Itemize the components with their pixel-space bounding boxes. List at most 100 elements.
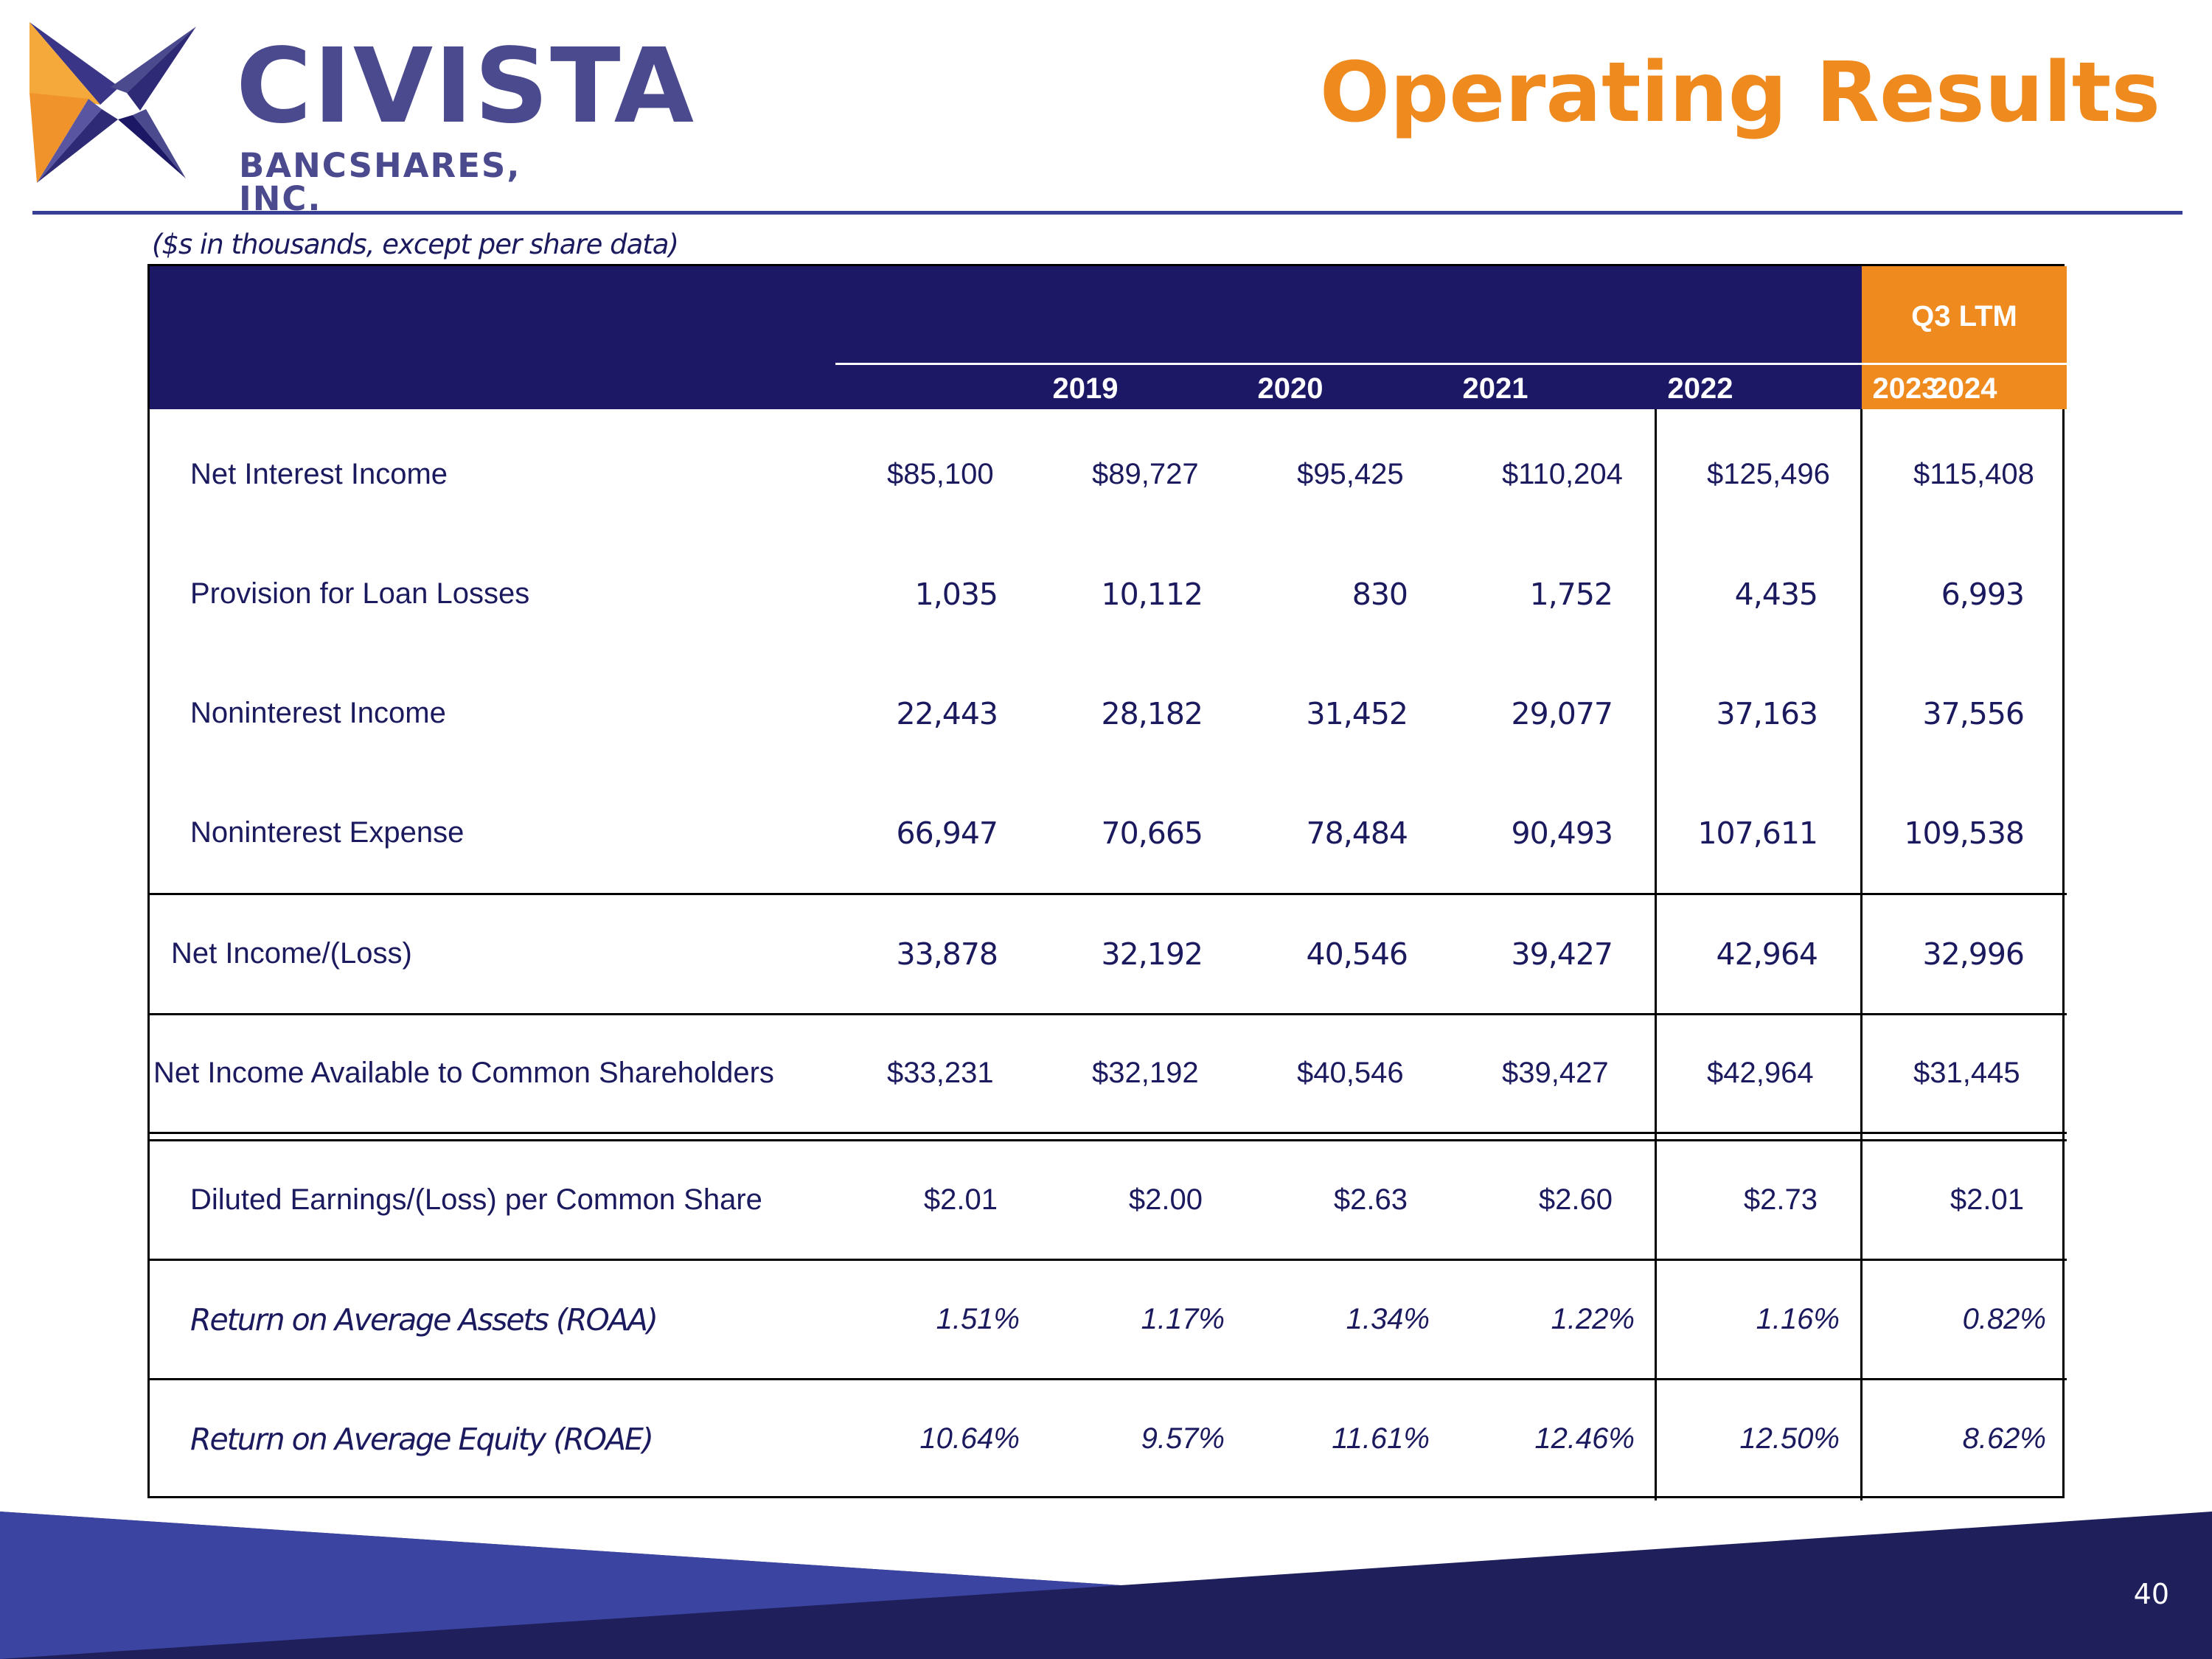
row-label: Diluted Earnings/(Loss) per Common Share — [190, 1183, 762, 1216]
table-cell: $89,727 — [1092, 458, 1199, 490]
table-cell: $110,204 — [1502, 458, 1623, 490]
table-cell: 8.62% — [1962, 1422, 2046, 1455]
table-cell: 1.34% — [1346, 1303, 1430, 1335]
table-row: Net Income Available to Common Sharehold… — [150, 1013, 2067, 1133]
row-label: Net Income Available to Common Sharehold… — [153, 1057, 774, 1089]
header-divider — [835, 363, 1862, 365]
table-cell: 39,427 — [1511, 936, 1613, 972]
row-label: Noninterest Expense — [190, 816, 465, 849]
row-divider — [150, 893, 2067, 895]
page-number: 40 — [2133, 1578, 2169, 1610]
footer-band — [0, 1512, 2212, 1659]
table-cell: 40,546 — [1306, 936, 1408, 972]
table-cell: 0.82% — [1962, 1303, 2046, 1335]
table-row: Net Income/(Loss) 33,878 32,192 40,546 3… — [150, 894, 2067, 1014]
table-cell: $2.01 — [1950, 1183, 2024, 1216]
table-cell: 9.57% — [1141, 1422, 1225, 1455]
table-cell: $33,231 — [887, 1057, 994, 1089]
row-label: Net Interest Income — [190, 458, 448, 490]
table-row: Net Interest Income $85,100 $89,727 $95,… — [150, 414, 2067, 535]
table-cell: 32,192 — [1101, 936, 1203, 972]
row-divider — [150, 1259, 2067, 1261]
brand-name: CIVISTA — [236, 27, 696, 147]
table-cell: 109,538 — [1904, 815, 2025, 851]
row-label: Return on Average Assets (ROAA) — [190, 1301, 658, 1338]
row-label: Return on Average Equity (ROAE) — [190, 1421, 654, 1457]
table-cell: 12.50% — [1739, 1422, 1840, 1455]
table-cell: 32,996 — [1922, 936, 2025, 972]
table-cell: 1,752 — [1529, 576, 1613, 612]
table-cell: 90,493 — [1511, 815, 1613, 851]
table-row: Noninterest Income 22,443 28,182 31,452 … — [150, 653, 2067, 773]
table-cell: 1.22% — [1551, 1303, 1635, 1335]
column-divider — [1655, 409, 1657, 1500]
table-cell: 12.46% — [1534, 1422, 1635, 1455]
table-cell: 70,665 — [1101, 815, 1203, 851]
table-cell: 42,964 — [1716, 936, 1818, 972]
year-header: 2023 — [1872, 372, 1938, 405]
operating-results-table: Q3 LTM 2019 2020 2021 2022 2023 2024 Net… — [147, 264, 2067, 1500]
table-cell: 1.17% — [1141, 1303, 1225, 1335]
column-divider — [1860, 409, 1863, 1500]
row-divider — [150, 1378, 2067, 1380]
table-cell: 31,452 — [1306, 695, 1408, 731]
table-cell: $42,964 — [1707, 1057, 1814, 1089]
row-label: Net Income/(Loss) — [171, 937, 412, 970]
table-cell: $2.01 — [923, 1183, 998, 1216]
table-cell: 107,611 — [1697, 815, 1818, 851]
page-title: Operating Results — [1319, 45, 2160, 141]
table-cell: 37,556 — [1922, 695, 2025, 731]
ltm-header-divider — [1862, 363, 2067, 365]
table-cell: 29,077 — [1511, 695, 1613, 731]
table-cell: 10,112 — [1101, 576, 1203, 612]
year-header: 2022 — [1667, 372, 1733, 405]
table-cell: $125,496 — [1707, 458, 1830, 490]
table-cell: $2.60 — [1538, 1183, 1613, 1216]
table-row: Return on Average Assets (ROAA) 1.51% 1.… — [150, 1259, 2067, 1380]
row-divider — [150, 1013, 2067, 1015]
table-cell: 66,947 — [896, 815, 998, 851]
table-cell: 22,443 — [896, 695, 998, 731]
table-cell: $2.73 — [1743, 1183, 1818, 1216]
table-cell: $2.63 — [1333, 1183, 1408, 1216]
year-header: 2020 — [1257, 372, 1324, 405]
title-divider — [32, 211, 2183, 215]
table-header — [150, 266, 2067, 409]
table-cell: $31,445 — [1913, 1057, 2020, 1089]
table-row: Provision for Loan Losses 1,035 10,112 8… — [150, 534, 2067, 654]
table-cell: 1,035 — [914, 576, 998, 612]
ltm-header-cell — [1862, 266, 2067, 409]
table-cell: 11.61% — [1332, 1422, 1430, 1455]
table-cell: 1.51% — [936, 1303, 1020, 1335]
row-label: Noninterest Income — [190, 697, 446, 729]
table-cell: 78,484 — [1306, 815, 1408, 851]
year-header: 2019 — [1052, 372, 1119, 405]
table-cell: $32,192 — [1092, 1057, 1199, 1089]
company-logo: CIVISTA BANCSHARES, INC. — [29, 22, 694, 215]
table-row: Return on Average Equity (ROAE) 10.64% 9… — [150, 1379, 2067, 1499]
table-cell: $85,100 — [887, 458, 994, 490]
row-label: Provision for Loan Losses — [190, 577, 530, 610]
table-cell: 28,182 — [1101, 695, 1203, 731]
table-cell: $39,427 — [1502, 1057, 1609, 1089]
ltm-label: Q3 LTM — [1911, 300, 2017, 333]
table-cell: 830 — [1352, 576, 1408, 612]
units-note: ($s in thousands, except per share data) — [152, 229, 679, 260]
row-divider — [150, 1139, 2067, 1141]
table-cell: 4,435 — [1734, 576, 1818, 612]
table-cell: $115,408 — [1913, 458, 2034, 490]
year-header: 2021 — [1462, 372, 1528, 405]
table-row: Diluted Earnings/(Loss) per Common Share… — [150, 1140, 2067, 1260]
table-cell: 6,993 — [1941, 576, 2025, 612]
table-cell: $2.00 — [1128, 1183, 1203, 1216]
table-cell: 33,878 — [896, 936, 998, 972]
brand-subtitle: BANCSHARES, INC. — [239, 146, 521, 218]
star-logo-icon — [29, 22, 196, 183]
table-row: Noninterest Expense 66,947 70,665 78,484… — [150, 773, 2067, 893]
table-cell: 37,163 — [1716, 695, 1818, 731]
table-cell: 1.16% — [1756, 1303, 1840, 1335]
table-cell: 10.64% — [919, 1422, 1020, 1455]
row-divider — [150, 1132, 2067, 1134]
table-cell: $40,546 — [1297, 1057, 1404, 1089]
table-cell: $95,425 — [1297, 458, 1404, 490]
